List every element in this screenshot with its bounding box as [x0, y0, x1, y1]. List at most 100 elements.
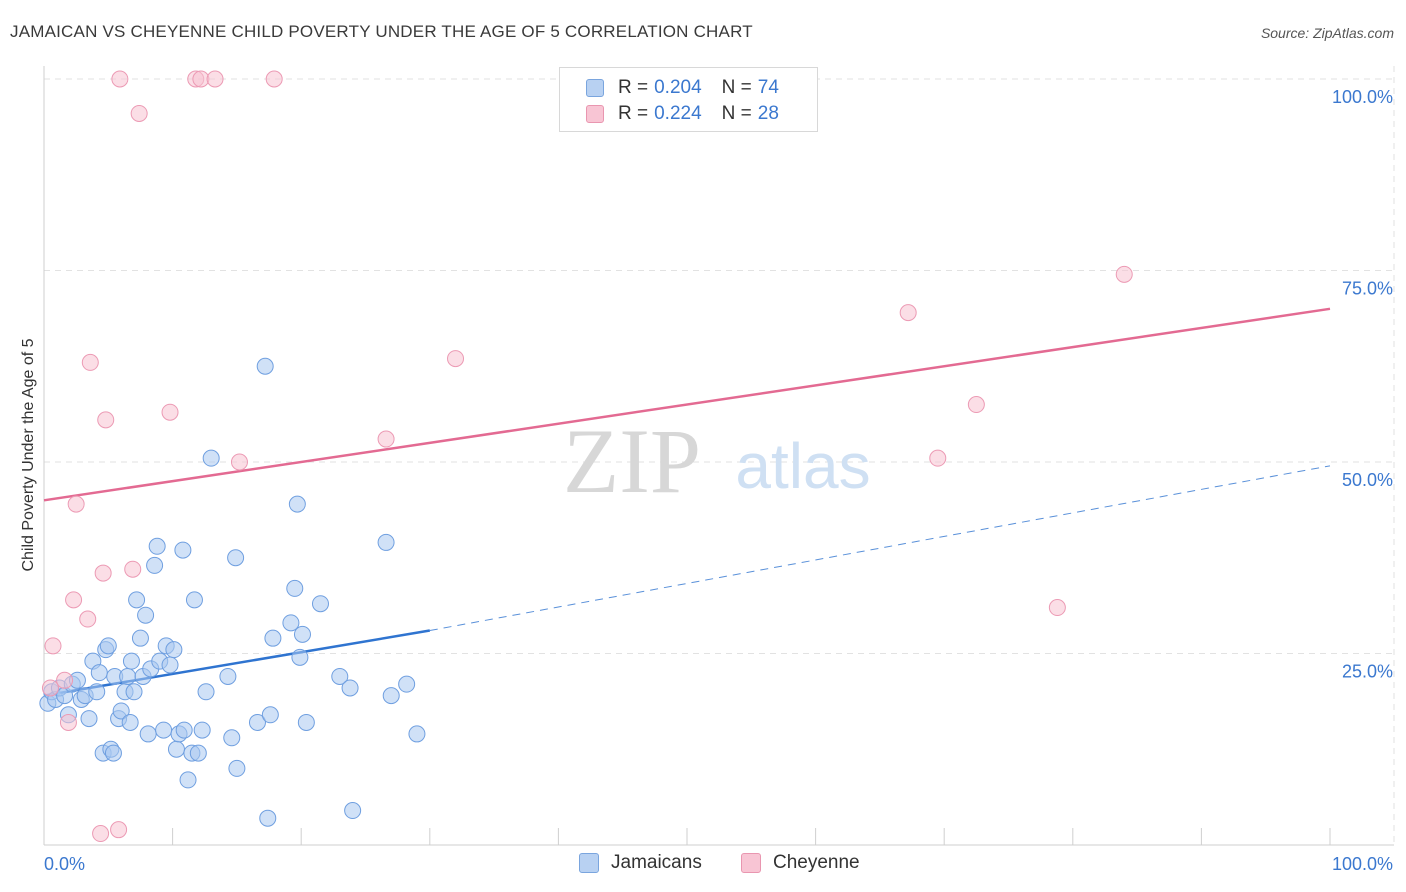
- point-cheyenne: [59, 713, 77, 731]
- point-cheyenne: [92, 825, 110, 843]
- watermark-zip: ZIP: [563, 410, 701, 512]
- point-jamaicans: [197, 683, 215, 701]
- point-jamaicans: [223, 729, 241, 747]
- point-jamaicans: [377, 533, 395, 551]
- gridlines: [44, 66, 1395, 845]
- point-cheyenne: [447, 350, 465, 368]
- point-jamaicans: [137, 606, 155, 624]
- y-axis-label: Child Poverty Under the Age of 5: [20, 338, 37, 571]
- legend-n-label: N =: [721, 103, 752, 124]
- y-tick-label: 25.0%: [1342, 662, 1393, 682]
- point-jamaicans: [125, 683, 143, 701]
- point-jamaicans: [122, 652, 140, 670]
- point-jamaicans: [119, 667, 137, 685]
- point-jamaicans: [293, 625, 311, 643]
- point-cheyenne: [192, 70, 210, 88]
- point-jamaicans: [128, 591, 146, 609]
- point-jamaicans: [331, 667, 349, 685]
- data-points: [39, 70, 1133, 843]
- legend-r-label: R =: [618, 77, 649, 98]
- point-jamaicans: [112, 702, 130, 720]
- x-tick-label: 0.0%: [44, 854, 85, 874]
- y-tick-label: 50.0%: [1342, 470, 1393, 490]
- point-cheyenne: [929, 449, 947, 467]
- trend-line-jamaicans-extension: [429, 465, 1331, 632]
- tick-labels: 25.0% 50.0% 75.0% 100.0% 0.0% 100.0%: [44, 87, 1393, 874]
- bottom-legend-label: Cheyenne: [773, 852, 860, 873]
- point-cheyenne: [67, 495, 85, 513]
- point-cheyenne: [967, 396, 985, 414]
- point-jamaicans: [286, 579, 304, 597]
- point-jamaicans: [80, 710, 98, 728]
- point-jamaicans: [104, 744, 122, 762]
- point-jamaicans: [179, 771, 197, 789]
- point-cheyenne: [1048, 599, 1066, 617]
- point-cheyenne: [161, 403, 179, 421]
- point-cheyenne: [79, 610, 97, 628]
- point-jamaicans: [193, 721, 211, 739]
- legend-n-label: N =: [721, 77, 752, 98]
- point-jamaicans: [256, 357, 274, 375]
- point-jamaicans: [344, 802, 362, 820]
- legend-r-value: 0.204: [654, 77, 702, 98]
- point-jamaicans: [288, 495, 306, 513]
- point-jamaicans: [311, 595, 329, 613]
- point-jamaicans: [174, 541, 192, 559]
- legend-n-value: 74: [757, 77, 779, 98]
- point-cheyenne: [81, 353, 99, 371]
- point-jamaicans: [121, 713, 139, 731]
- point-jamaicans: [167, 740, 185, 758]
- point-jamaicans: [291, 648, 309, 666]
- point-jamaicans: [155, 721, 173, 739]
- legend-swatch-pink: [741, 853, 761, 873]
- point-jamaicans: [264, 629, 282, 647]
- point-cheyenne: [56, 671, 74, 689]
- point-cheyenne: [111, 70, 129, 88]
- watermark-atlas: atlas: [735, 430, 870, 502]
- trend-line-cheyenne: [43, 307, 1331, 502]
- legend-row-jamaicans: R = 0.204 N = 74: [586, 76, 779, 100]
- point-jamaicans: [261, 706, 279, 724]
- legend-n-value: 28: [757, 103, 779, 124]
- point-jamaicans: [202, 449, 220, 467]
- point-jamaicans: [88, 683, 106, 701]
- bottom-legend-jamaicans[interactable]: Jamaicans: [579, 852, 702, 874]
- point-cheyenne: [265, 70, 283, 88]
- bottom-legend-cheyenne[interactable]: Cheyenne: [741, 852, 860, 874]
- point-jamaicans: [146, 556, 164, 574]
- point-cheyenne: [97, 411, 115, 429]
- legend-r-value: 0.224: [654, 103, 702, 124]
- point-jamaicans: [259, 809, 277, 827]
- point-cheyenne: [110, 821, 128, 839]
- trend-line-jamaicans: [43, 629, 431, 697]
- legend-swatch-blue: [586, 79, 604, 97]
- point-jamaicans: [148, 537, 166, 555]
- point-jamaicans: [219, 667, 237, 685]
- x-tick-label: 100.0%: [1332, 854, 1393, 874]
- point-jamaicans: [382, 687, 400, 705]
- point-jamaicans: [90, 664, 108, 682]
- point-jamaicans: [165, 641, 183, 659]
- y-tick-label: 75.0%: [1342, 279, 1393, 299]
- point-jamaicans: [175, 721, 193, 739]
- point-cheyenne: [94, 564, 112, 582]
- point-jamaicans: [341, 679, 359, 697]
- point-jamaicans: [131, 629, 149, 647]
- axes: [43, 66, 1394, 846]
- point-jamaicans: [189, 744, 207, 762]
- point-jamaicans: [282, 614, 300, 632]
- point-cheyenne: [206, 70, 224, 88]
- point-cheyenne: [44, 637, 62, 655]
- point-jamaicans: [248, 713, 266, 731]
- legend: R = 0.204 N = 74 R = 0.224 N = 28: [559, 67, 818, 132]
- point-jamaicans: [398, 675, 416, 693]
- point-cheyenne: [377, 430, 395, 448]
- y-tick-label: 100.0%: [1332, 87, 1393, 107]
- point-cheyenne: [230, 453, 248, 471]
- chart-title: JAMAICAN VS CHEYENNE CHILD POVERTY UNDER…: [10, 22, 753, 41]
- legend-r-label: R =: [618, 103, 649, 124]
- point-jamaicans: [227, 549, 245, 567]
- source-label: Source: ZipAtlas.com: [1260, 25, 1394, 41]
- point-cheyenne: [65, 591, 83, 609]
